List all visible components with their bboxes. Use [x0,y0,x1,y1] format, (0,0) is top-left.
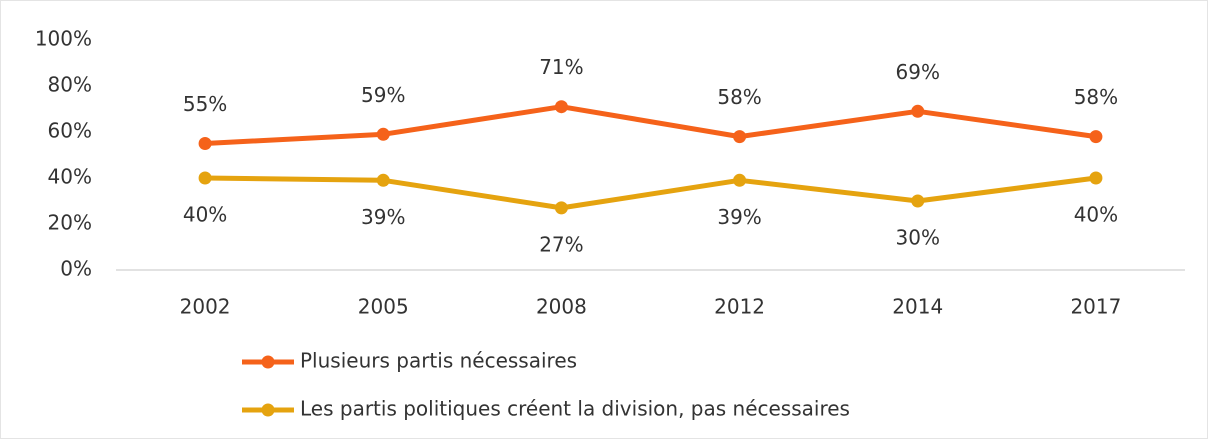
data-label: 30% [896,226,940,250]
data-point [911,104,925,118]
data-point [376,127,390,141]
x-tick-label: 2012 [714,295,765,319]
data-label: 27% [539,232,583,256]
data-label: 69% [896,60,940,84]
data-label: 71% [539,55,583,79]
legend-label: Les partis politiques créent la division… [300,397,850,421]
data-label: 39% [717,205,761,229]
data-point [198,137,212,150]
series-line [205,175,1097,211]
x-tick-label: 2014 [892,295,943,319]
x-tick-label: 2002 [180,295,231,319]
y-tick-label: 80% [48,73,92,97]
data-label: 40% [1074,203,1118,227]
data-label: 40% [183,203,227,227]
legend-label: Plusieurs partis nécessaires [300,349,577,373]
y-tick-label: 0% [60,257,92,281]
y-tick-label: 60% [48,119,92,143]
data-point [1089,130,1103,144]
x-tick-label: 2008 [536,295,587,319]
data-point [1089,171,1103,185]
data-point [198,171,212,185]
data-point [733,173,747,187]
legend-marker [261,355,275,369]
data-point [376,173,390,187]
y-tick-label: 20% [48,211,92,235]
legend-marker [261,403,275,417]
series-line [204,104,1097,146]
data-point [554,201,568,215]
data-label: 59% [361,83,405,107]
x-tick-label: 2017 [1070,295,1121,319]
data-label: 55% [183,92,227,116]
data-point [554,100,568,114]
data-label: 58% [1074,85,1118,109]
data-label: 39% [361,205,405,229]
data-point [733,130,747,144]
y-tick-label: 40% [48,165,92,189]
data-label: 58% [717,85,761,109]
x-tick-label: 2005 [358,295,409,319]
y-tick-label: 100% [35,27,92,51]
data-point [911,194,925,208]
